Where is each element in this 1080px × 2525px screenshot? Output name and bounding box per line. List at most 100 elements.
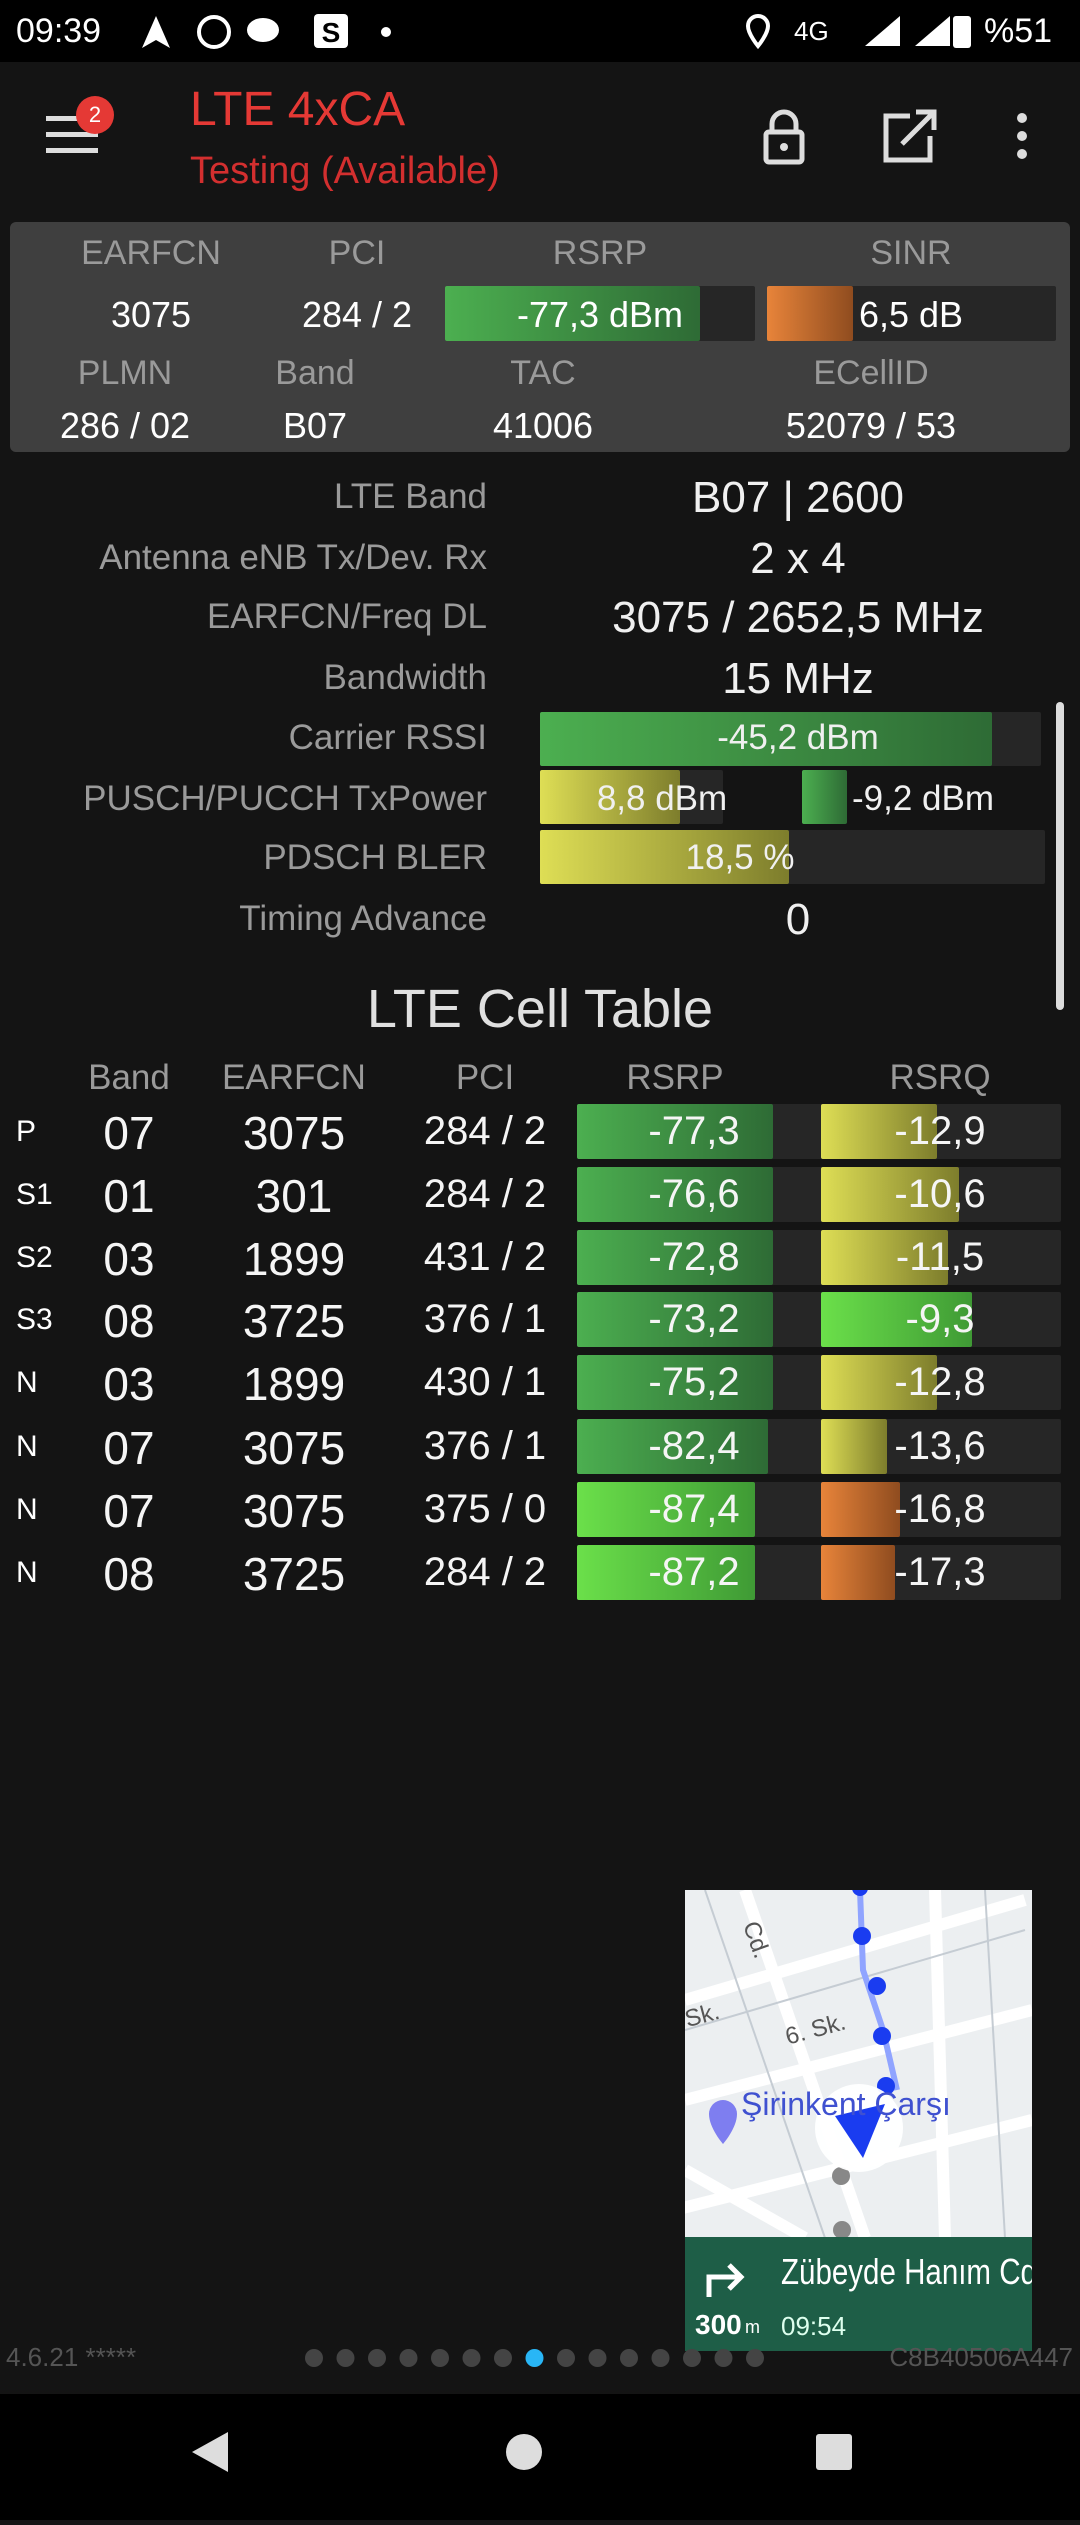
cell-value: 284 / 2 bbox=[423, 1550, 547, 1594]
cell-value: -87,4 bbox=[648, 1487, 740, 1531]
summary-label: ECellID bbox=[813, 354, 929, 392]
page-dot[interactable] bbox=[588, 2349, 607, 2367]
detail-value: B07 | 2600 bbox=[691, 473, 905, 522]
signal-icons bbox=[745, 13, 950, 50]
detail-label: LTE Band bbox=[333, 477, 487, 516]
summary-value: 284 / 2 bbox=[301, 294, 413, 335]
recents-button[interactable] bbox=[816, 2434, 852, 2470]
bar bbox=[821, 1419, 887, 1474]
detail-label: Carrier RSSI bbox=[288, 718, 487, 757]
detail-value: 0 bbox=[785, 895, 811, 944]
cell-value: -76,6 bbox=[648, 1172, 740, 1216]
page-dot[interactable] bbox=[494, 2349, 512, 2367]
app-subtitle: Testing (Available) bbox=[190, 150, 500, 192]
table-header: PCI bbox=[455, 1058, 515, 1097]
table-title: LTE Cell Table bbox=[366, 979, 714, 1039]
cell-value: 431 / 2 bbox=[423, 1235, 547, 1279]
cell-value: -72,8 bbox=[648, 1235, 740, 1279]
bar bbox=[821, 1104, 937, 1159]
app-title: LTE 4xCA bbox=[190, 83, 406, 136]
cell-value: -75,2 bbox=[648, 1360, 740, 1404]
detail-label: PDSCH BLER bbox=[263, 838, 487, 877]
bar bbox=[445, 286, 700, 341]
page-dot[interactable] bbox=[399, 2349, 418, 2367]
cell-value: 3075 bbox=[242, 1106, 346, 1159]
distance: 300 bbox=[695, 2309, 742, 2340]
detail-value: -45,2 dBm bbox=[717, 718, 879, 757]
bar bbox=[577, 1104, 773, 1159]
status-icons: S bbox=[142, 14, 391, 49]
cell-value: 07 bbox=[103, 1484, 155, 1537]
page-dot[interactable] bbox=[714, 2349, 733, 2367]
summary-label: EARFCN bbox=[81, 234, 221, 272]
cell-value: -77,3 bbox=[648, 1109, 740, 1153]
bar bbox=[821, 1167, 959, 1222]
table-header: RSRQ bbox=[889, 1058, 991, 1097]
home-button[interactable] bbox=[506, 2434, 542, 2470]
summary-value: 41006 bbox=[492, 405, 594, 446]
page-dot[interactable] bbox=[462, 2349, 481, 2367]
bar bbox=[821, 1230, 948, 1285]
page-dot[interactable] bbox=[746, 2349, 764, 2367]
bar bbox=[540, 712, 992, 766]
cell-value: 375 / 0 bbox=[423, 1487, 547, 1531]
cell-value: 3075 bbox=[242, 1421, 346, 1474]
detail-value: -9,2 dBm bbox=[852, 779, 994, 818]
cell-type: S1 bbox=[16, 1178, 53, 1211]
detail-label: EARFCN/Freq DL bbox=[206, 597, 487, 636]
app-version: 4.6.21 ***** bbox=[6, 2342, 137, 2372]
page-dot[interactable] bbox=[336, 2349, 355, 2367]
cell-value: 284 / 2 bbox=[423, 1172, 547, 1216]
page-dot[interactable] bbox=[683, 2349, 701, 2367]
bar bbox=[577, 1545, 755, 1600]
cell-value: 1899 bbox=[242, 1357, 346, 1410]
battery-level: %51 bbox=[984, 12, 1053, 50]
detail-label: Timing Advance bbox=[239, 899, 487, 938]
lock-button[interactable] bbox=[763, 109, 805, 165]
scrollbar bbox=[1056, 702, 1064, 1010]
cell-value: 3075 bbox=[242, 1484, 346, 1537]
menu-button[interactable] bbox=[46, 112, 102, 156]
cell-value: 07 bbox=[103, 1421, 155, 1474]
detail-value: 3075 / 2652,5 MHz bbox=[612, 593, 984, 642]
nav-banner: 300 m Zübeyde Hanım Cd. 09:54 bbox=[685, 2237, 1032, 2351]
summary-label: TAC bbox=[510, 354, 576, 392]
time: 09:39 bbox=[16, 12, 102, 50]
bar bbox=[577, 1292, 773, 1347]
summary-value: B07 bbox=[282, 405, 348, 446]
back-button[interactable] bbox=[192, 2432, 228, 2472]
summary-label: Band bbox=[275, 354, 355, 392]
battery-icon bbox=[953, 16, 971, 48]
bar bbox=[821, 1545, 895, 1600]
svg-text:S: S bbox=[322, 17, 341, 48]
cell-value: 376 / 1 bbox=[423, 1297, 547, 1341]
summary-value: -77,3 dBm bbox=[516, 294, 684, 335]
cell-value: 03 bbox=[103, 1357, 155, 1410]
summary-label: SINR bbox=[870, 234, 952, 272]
navigation-overlay[interactable]: Cd. Sk. 6. Sk. Şirinkent Çarşı 300 m Züb… bbox=[685, 1890, 1032, 2351]
cell-value: 08 bbox=[103, 1547, 155, 1600]
summary-value: 3075 bbox=[110, 294, 192, 335]
cell-type: S2 bbox=[16, 1241, 53, 1274]
cell-value: 284 / 2 bbox=[423, 1109, 547, 1153]
page-dot[interactable] bbox=[651, 2349, 670, 2367]
page-dot[interactable] bbox=[431, 2349, 449, 2367]
share-button[interactable] bbox=[883, 109, 937, 163]
bar bbox=[540, 830, 789, 884]
page-dot[interactable] bbox=[305, 2349, 323, 2367]
bar bbox=[577, 1167, 773, 1222]
bar bbox=[821, 1355, 937, 1410]
notification-badge: 2 bbox=[76, 96, 114, 134]
more-button[interactable] bbox=[1017, 113, 1027, 159]
page-dot[interactable] bbox=[525, 2349, 544, 2367]
page-dot[interactable] bbox=[368, 2349, 386, 2367]
cell-value: 03 bbox=[103, 1232, 155, 1285]
cell-value: -10,6 bbox=[894, 1172, 986, 1216]
page-dot[interactable] bbox=[557, 2349, 575, 2367]
page-indicator[interactable] bbox=[300, 2344, 770, 2372]
page-dot[interactable] bbox=[620, 2349, 638, 2367]
summary-value: 6,5 dB bbox=[858, 294, 964, 335]
cell-value: -13,6 bbox=[894, 1424, 986, 1468]
detail-value: 8,8 dBm bbox=[596, 779, 728, 818]
